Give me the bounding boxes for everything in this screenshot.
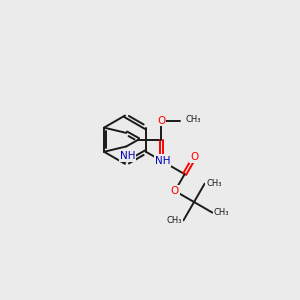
Text: O: O (157, 116, 165, 126)
Text: NH: NH (120, 151, 136, 161)
Text: O: O (171, 186, 179, 196)
Text: CH₃: CH₃ (167, 216, 182, 225)
Text: O: O (190, 152, 199, 162)
Text: CH₃: CH₃ (206, 179, 222, 188)
Text: CH₃: CH₃ (214, 208, 230, 217)
Text: CH₃: CH₃ (186, 116, 201, 124)
Text: NH: NH (155, 156, 170, 166)
Text: O: O (157, 155, 165, 165)
